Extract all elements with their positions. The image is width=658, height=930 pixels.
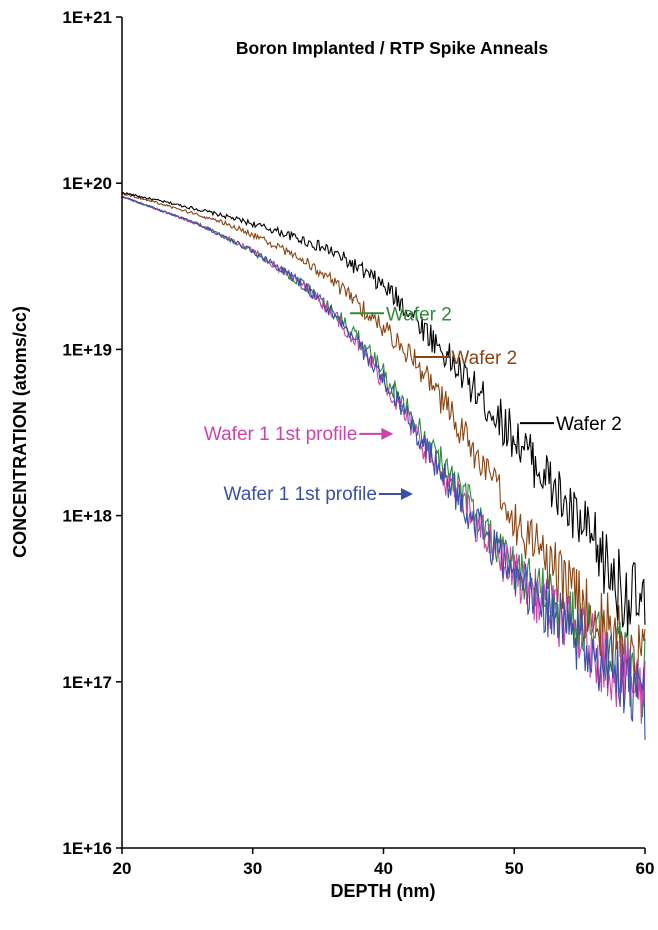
- chart-title: Boron Implanted / RTP Spike Anneals: [236, 38, 548, 58]
- y-tick-label: 1E+21: [62, 8, 112, 27]
- y-tick-label: 1E+17: [62, 673, 112, 692]
- ticks-layer: 20 30 40 50 60 1E+16 1E+17 1E+18 1E+19 1E+20 1E+21: [62, 8, 654, 878]
- annotation-layer: Wafer 2 Wafer 2 Wafer 2 Wafer 1 1st profile…: [204, 304, 622, 505]
- y-tick-label: 1E+19: [62, 340, 112, 359]
- series-line-0: [121, 191, 646, 636]
- y-tick-label: 1E+20: [62, 174, 112, 193]
- y-tick-label: 1E+18: [62, 507, 112, 526]
- annotation-label: Wafer 2: [451, 348, 517, 369]
- series-line-2: [121, 195, 646, 718]
- series-line-4: [121, 196, 646, 741]
- x-tick-label: 20: [113, 859, 132, 878]
- annotation-label: Wafer 2: [556, 414, 622, 435]
- x-axis-label: DEPTH (nm): [331, 881, 436, 901]
- annotation-label: Wafer 1 1st profile: [204, 424, 357, 445]
- y-axis-label: CONCENTRATION (atoms/cc): [10, 306, 30, 558]
- x-tick-label: 30: [243, 859, 262, 878]
- x-tick-label: 40: [374, 859, 393, 878]
- x-tick-label: 50: [505, 859, 524, 878]
- annotation-arrowhead: [381, 427, 394, 440]
- annotation-label: Wafer 1 1st profile: [223, 484, 376, 505]
- series-layer: [121, 191, 646, 741]
- annotation-label: Wafer 2: [386, 304, 452, 325]
- x-tick-label: 60: [636, 859, 655, 878]
- annotation-arrowhead: [400, 487, 413, 500]
- series-line-1: [121, 192, 646, 699]
- y-tick-label: 1E+16: [62, 839, 112, 858]
